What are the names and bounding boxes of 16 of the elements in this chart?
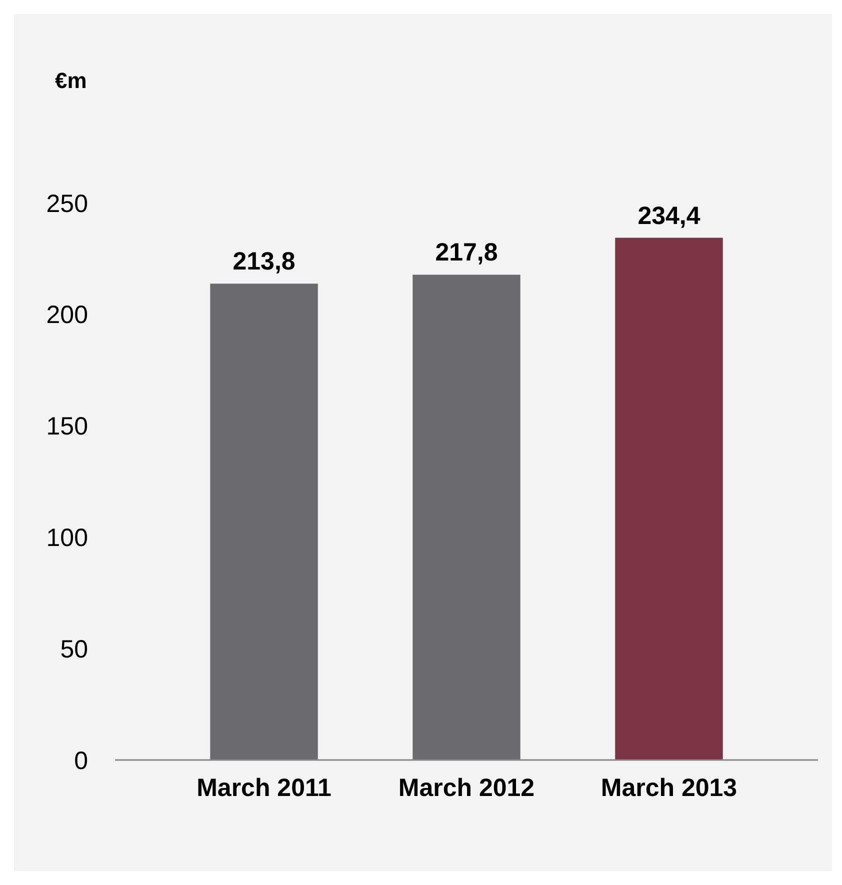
bar bbox=[615, 238, 723, 760]
data-label: 234,4 bbox=[638, 202, 700, 230]
y-tick-label: 150 bbox=[46, 412, 88, 441]
y-axis-title: €m bbox=[55, 68, 87, 93]
y-tick-label: 50 bbox=[60, 635, 88, 664]
y-tick-label: 100 bbox=[46, 524, 88, 552]
x-tick-label: March 2012 bbox=[398, 774, 535, 802]
x-tick-label: March 2013 bbox=[600, 774, 738, 802]
y-tick-label: 250 bbox=[46, 190, 88, 218]
x-tick-label: March 2011 bbox=[196, 774, 332, 802]
y-tick-label: 200 bbox=[46, 301, 88, 330]
data-label: 217,8 bbox=[435, 238, 498, 267]
bar bbox=[412, 274, 520, 760]
data-label: 213,8 bbox=[232, 248, 296, 276]
y-tick-label: 0 bbox=[74, 746, 88, 775]
bar bbox=[210, 284, 318, 760]
